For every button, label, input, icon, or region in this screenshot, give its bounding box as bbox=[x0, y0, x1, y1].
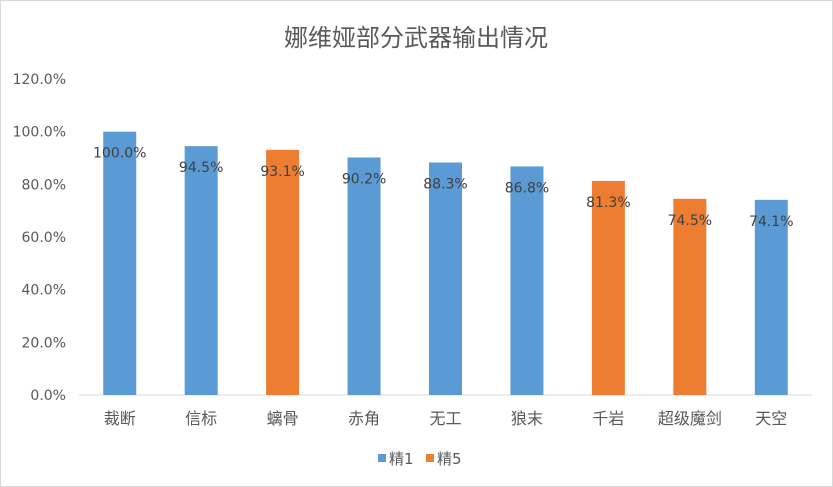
y-tick-label: 60.0% bbox=[22, 230, 66, 246]
y-tick-label: 100.0% bbox=[13, 125, 66, 141]
x-axis-categories: 裁断 信标 螭骨 赤角 无工 狼末 千岩 超级魔剑 天空 bbox=[104, 409, 788, 428]
x-tick-label: 信标 bbox=[185, 409, 217, 428]
x-tick-label: 超级魔剑 bbox=[658, 409, 722, 428]
data-label: 86.8% bbox=[505, 180, 549, 196]
y-tick-label: 20.0% bbox=[22, 335, 66, 351]
x-tick-label: 无工 bbox=[429, 409, 461, 428]
x-tick-label: 千岩 bbox=[592, 409, 624, 428]
bars-group bbox=[103, 131, 788, 395]
data-label: 90.2% bbox=[342, 171, 386, 187]
data-label: 94.5% bbox=[179, 160, 223, 176]
legend-label: 精5 bbox=[437, 450, 462, 468]
bar bbox=[103, 131, 137, 395]
bar bbox=[754, 199, 788, 395]
chart-title: 娜维娅部分武器输出情况 bbox=[284, 24, 548, 52]
bar bbox=[429, 162, 462, 395]
x-tick-label: 狼末 bbox=[511, 409, 543, 428]
y-tick-label: 0.0% bbox=[30, 388, 66, 404]
x-tick-label: 天空 bbox=[755, 409, 787, 428]
bar bbox=[510, 166, 544, 395]
data-label: 93.1% bbox=[260, 164, 304, 180]
x-tick-label: 赤角 bbox=[348, 409, 380, 428]
bar bbox=[347, 157, 381, 395]
data-labels-group: 100.0% 94.5% 93.1% 90.2% 88.3% 86.8% 81.3% 74.5… bbox=[93, 146, 793, 230]
bar bbox=[266, 149, 300, 395]
data-label: 81.3% bbox=[586, 195, 630, 211]
data-label: 100.0% bbox=[93, 146, 146, 162]
data-label: 74.5% bbox=[668, 213, 712, 229]
bar bbox=[673, 198, 707, 395]
x-tick-label: 螭骨 bbox=[267, 409, 299, 428]
legend-swatch bbox=[426, 454, 434, 462]
y-tick-label: 120.0% bbox=[13, 72, 66, 88]
legend-swatch bbox=[378, 454, 386, 462]
data-label: 88.3% bbox=[423, 176, 467, 192]
y-tick-label: 80.0% bbox=[22, 177, 66, 193]
y-tick-label: 40.0% bbox=[22, 283, 66, 299]
legend-label: 精1 bbox=[389, 450, 414, 468]
bar bbox=[591, 180, 625, 395]
y-axis: 0.0% 20.0% 40.0% 60.0% 80.0% 100.0% 120.0% bbox=[13, 72, 66, 404]
legend: 精1 精5 bbox=[378, 450, 462, 468]
x-tick-label: 裁断 bbox=[104, 409, 136, 428]
data-label: 74.1% bbox=[749, 214, 793, 230]
bar bbox=[184, 146, 218, 395]
